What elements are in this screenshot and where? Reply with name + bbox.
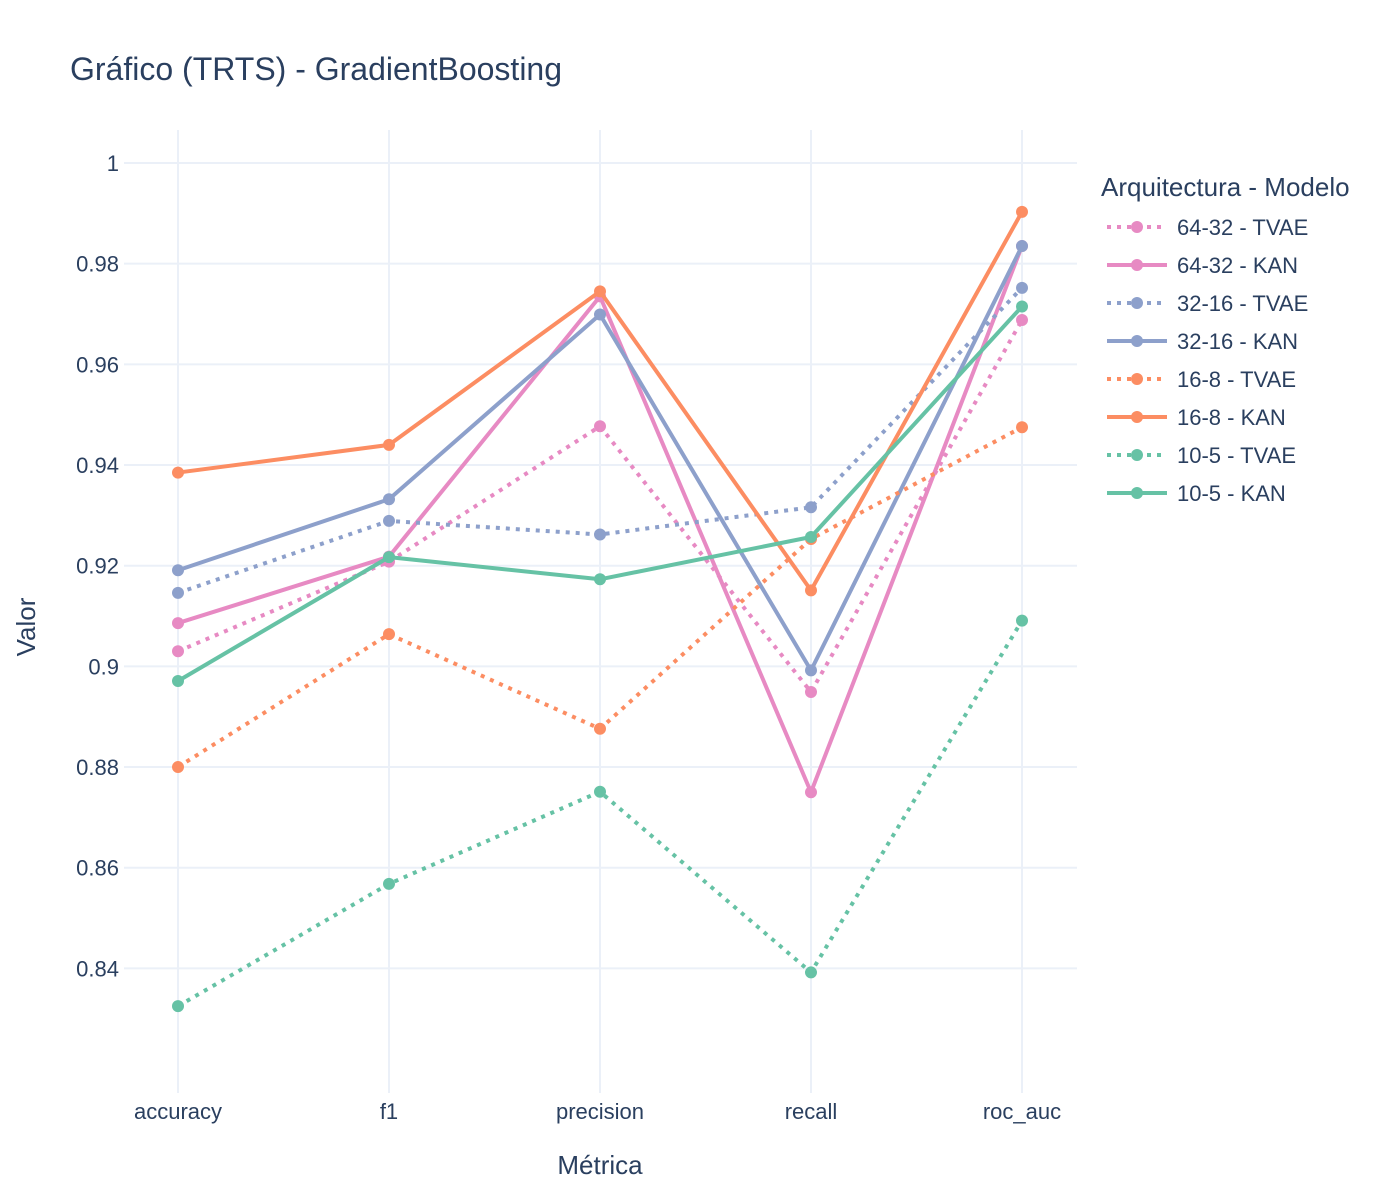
series-lines [172,205,1028,1013]
y-tick-label: 1 [107,151,119,176]
x-tick-label: accuracy [134,1099,222,1124]
legend-swatch-marker [1131,411,1143,423]
data-point [1016,240,1028,253]
data-point [1016,614,1028,627]
x-tick-label: roc_auc [983,1099,1061,1124]
data-point [383,628,395,641]
data-point [172,761,184,774]
legend-items: 64-32 - TVAE 64-32 - KAN 32-16 - TVAE 32-16… [1107,215,1308,506]
legend-swatch-marker [1131,259,1143,271]
data-point [594,285,606,298]
series-line [176,619,1024,1008]
data-point [383,438,395,451]
series-3 [172,240,1028,677]
data-point [594,785,606,798]
series-6 [172,614,1028,1013]
data-point [172,586,184,599]
data-point [172,1000,184,1013]
legend-item: 10-5 - TVAE [1107,443,1296,468]
data-point [1016,300,1028,313]
legend-swatch-marker [1131,335,1143,347]
y-tick-label: 0.84 [76,956,119,981]
data-point [172,617,184,630]
legend-label: 16-8 - KAN [1177,405,1286,430]
legend-swatch-marker [1131,449,1143,461]
legend-label: 32-16 - KAN [1177,329,1298,354]
data-point [594,722,606,735]
legend-item: 32-16 - TVAE [1107,291,1308,316]
data-point [594,308,606,321]
grid [124,130,1077,1093]
legend-title: Arquitectura - Modelo [1101,172,1350,202]
data-point [594,420,606,433]
legend-label: 32-16 - TVAE [1177,291,1308,316]
y-axis-title: Valor [11,597,41,656]
legend: Arquitectura - Modelo 64-32 - TVAE64-32 … [1101,172,1350,506]
series-line [177,319,1024,695]
chart-title: Gráfico (TRTS) - GradientBoosting [70,51,562,87]
legend-label: 10-5 - KAN [1177,481,1286,506]
series-7 [172,300,1028,687]
data-point [383,493,395,506]
x-tick-label: recall [785,1099,838,1124]
data-point [1016,421,1028,434]
data-point [805,664,817,677]
data-point [172,564,184,577]
y-tick-label: 0.94 [76,453,119,478]
data-point [172,674,184,687]
legend-item: 64-32 - TVAE [1107,215,1308,240]
y-tick-label: 0.96 [76,352,119,377]
legend-label: 16-8 - TVAE [1177,367,1296,392]
series-5 [172,205,1028,597]
data-point [383,551,395,564]
data-point [383,514,395,527]
data-point [805,501,817,514]
data-point [594,528,606,541]
y-axis-ticks: 0.84 0.86 0.88 0.9 0.92 0.94 0.96 0.98 1 [76,151,119,981]
data-point [172,466,184,479]
data-point [1016,205,1028,218]
legend-item: 16-8 - TVAE [1107,367,1296,392]
data-point [594,573,606,586]
data-point [805,786,817,799]
data-point [1016,314,1028,327]
legend-item: 10-5 - KAN [1107,481,1286,506]
legend-item: 16-8 - KAN [1107,405,1286,430]
y-tick-label: 0.9 [88,654,119,679]
legend-item: 64-32 - KAN [1107,253,1298,278]
x-tick-label: precision [556,1099,644,1124]
legend-label: 64-32 - KAN [1177,253,1298,278]
data-point [805,966,817,979]
x-tick-label: f1 [380,1099,398,1124]
data-point [805,584,817,597]
legend-label: 64-32 - TVAE [1177,215,1308,240]
y-tick-label: 0.92 [76,554,119,579]
y-tick-label: 0.86 [76,856,119,881]
legend-swatch-marker [1131,487,1143,499]
y-tick-label: 0.98 [76,252,119,277]
data-point [383,877,395,890]
data-point [805,686,817,699]
legend-label: 10-5 - TVAE [1177,443,1296,468]
x-axis-title: Métrica [557,1150,643,1180]
legend-swatch-marker [1131,221,1143,233]
data-point [172,645,184,658]
data-point [805,531,817,544]
legend-item: 32-16 - KAN [1107,329,1298,354]
x-axis-ticks: accuracy f1 precision recall roc_auc [134,1099,1061,1124]
data-point [1016,281,1028,294]
y-tick-label: 0.88 [76,755,119,780]
legend-swatch-marker [1131,297,1143,309]
legend-swatch-marker [1131,373,1143,385]
series-2 [172,281,1028,599]
